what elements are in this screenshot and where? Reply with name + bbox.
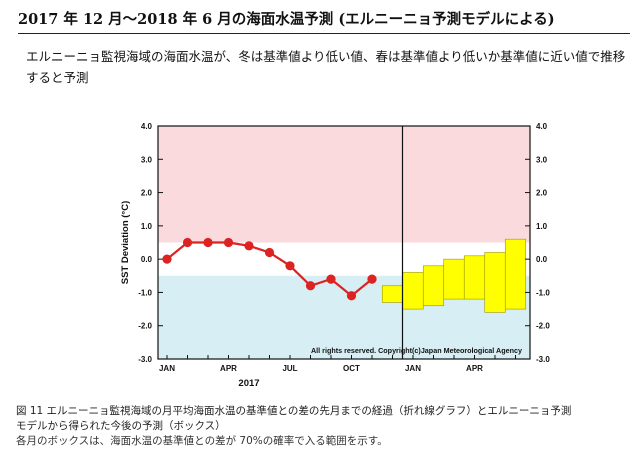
forecast-box [504,238,527,310]
copyright-notice: All rights reserved. Copyright(c)Japan M… [311,346,522,355]
observed-point [305,281,316,291]
x-tick-label: JAN [405,364,421,373]
y-tick-label-left: 2.0 [141,189,153,198]
observed-point [244,241,254,251]
y-tick-label-left: 0.0 [141,255,153,264]
y-tick-label-left: -3.0 [138,355,152,364]
y-tick-label-right: -3.0 [536,355,550,364]
figure-caption: 図 11 エルニーニョ監視海域の月平均海面水温の基準値との差の先月までの経過（折… [16,404,628,449]
y-tick-label-right: -2.0 [536,322,550,331]
forecast-box [463,255,486,300]
y-tick-label-right: 0.0 [536,255,548,264]
forecast-box [402,272,424,310]
y-axis-label: SST Deviation (°C) [120,201,131,285]
x-tick-label: APR [466,364,483,373]
forecast-box [443,258,465,300]
x-tick-label: JUL [282,364,297,373]
x-tick-label: JAN [159,364,175,373]
y-tick-label-right: 4.0 [536,122,548,131]
x-tick-label: APR [220,364,237,373]
observed-point [223,237,234,248]
observed-point [264,247,275,258]
observed-point [285,261,295,271]
forecast-box [484,252,506,313]
sst-deviation-chart: 4.0 4.0 3.0 3.0 2.0 2.0 1.0 1.0 0.0 0.0 -1.0 -1.0 -2… [120,122,550,389]
observed-point [182,237,193,248]
observed-point [162,254,172,264]
caption-line-2: モデルから得られた今後の予測（ボックス） [16,420,226,432]
observed-point [203,237,213,248]
y-tick-label-left: -1.0 [138,288,152,297]
forecast-summary: エルニーニョ監視海域の海面水温が、冬は基準値より低い値、春は基準値より低いか基準… [26,49,626,85]
plot-frame [157,125,531,360]
forecast-box [381,285,404,303]
y-tick-label-left: 1.0 [141,222,153,231]
y-tick-label-left: 3.0 [141,155,153,164]
y-tick-label-right: 1.0 [536,222,548,231]
caption-line-1: 図 11 エルニーニョ監視海域の月平均海面水温の基準値との差の先月までの経過（折… [16,405,572,417]
forecast-box [422,265,445,307]
observed-point [326,274,336,284]
band-el-nino-range [158,126,530,243]
caption-line-3: 各月のボックスは、海面水温の基準値との差が 70%の確率で入る範囲を示す。 [16,435,388,447]
y-tick-label-right: 3.0 [536,155,548,164]
y-tick-label-left: -2.0 [138,322,152,331]
observed-point [367,274,377,284]
x-axis-label: 2017 [238,378,259,389]
x-tick-label: OCT [343,364,360,373]
y-tick-label-right: -1.0 [536,288,550,297]
observed-point [346,291,357,301]
y-tick-label-left: 4.0 [141,122,153,131]
page-title: 2017 年 12 月～2018 年 6 月の海面水温予測 (エルニーニョ予測モ… [18,8,630,34]
y-tick-label-right: 2.0 [536,189,548,198]
